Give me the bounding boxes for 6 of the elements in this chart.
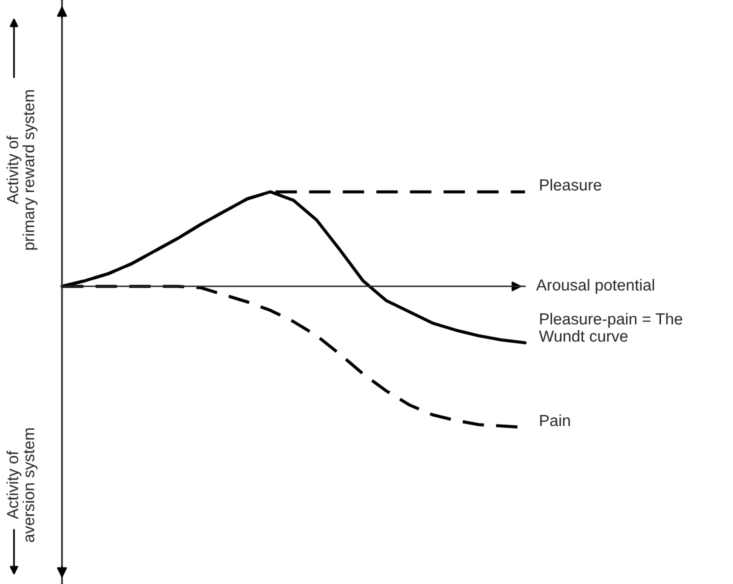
- x-axis-title: Arousal potential: [536, 278, 654, 294]
- series-label: Pleasure-pain = The Wundt curve: [538, 312, 682, 342]
- text: Activity of aversion system: [6, 428, 38, 542]
- series-label: Pleasure: [540, 178, 602, 191]
- series-label: Pain: [540, 414, 570, 426]
- y-axis-title: Activity of primary reward system: [6, 90, 38, 250]
